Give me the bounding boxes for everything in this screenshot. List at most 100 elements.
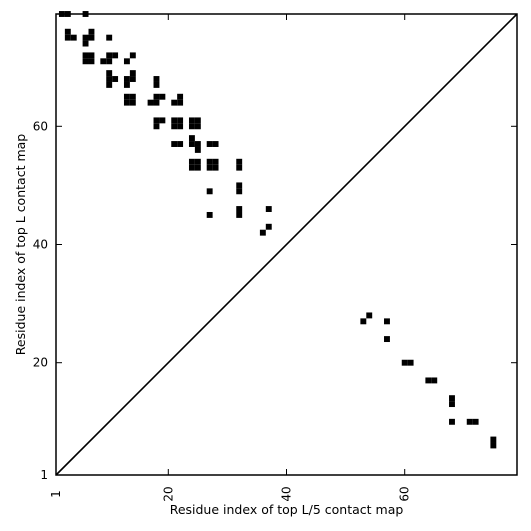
lower-contact-cell — [384, 318, 390, 325]
upper-contact-cell — [106, 70, 113, 77]
upper-contact-cell — [88, 34, 95, 41]
upper-contact-cell — [206, 141, 213, 147]
upper-contact-cell — [82, 58, 89, 65]
x-axis-label: Residue index of top L/5 contact map — [170, 502, 404, 517]
x-tick-label: 1 — [49, 490, 63, 498]
upper-contact-cell — [236, 211, 243, 218]
y-tick-label: 60 — [33, 119, 48, 133]
y-axis-ticks: 1 20 40 60 — [33, 119, 517, 482]
upper-contact-cell — [70, 34, 77, 41]
upper-contact-cell — [194, 146, 201, 153]
upper-contact-cell — [129, 70, 136, 77]
lower-triangle-contacts — [360, 312, 497, 449]
upper-contact-cell — [259, 229, 266, 236]
upper-contact-cell — [147, 99, 154, 106]
upper-contact-cell — [236, 182, 243, 189]
upper-contact-cell — [236, 188, 243, 195]
upper-contact-cell — [159, 93, 166, 100]
upper-contact-cell — [265, 206, 272, 212]
upper-triangle-contacts — [58, 11, 272, 236]
x-tick-label: 40 — [280, 486, 294, 501]
upper-contact-cell — [206, 188, 213, 195]
upper-contact-cell — [129, 52, 136, 59]
upper-contact-cell — [82, 40, 89, 47]
upper-contact-cell — [88, 58, 95, 65]
upper-contact-cell — [106, 34, 113, 41]
upper-contact-cell — [171, 141, 178, 147]
upper-contact-cell — [194, 164, 201, 171]
upper-contact-cell — [82, 34, 89, 41]
upper-contact-cell — [171, 99, 178, 106]
x-axis-ticks: 1 20 40 60 — [49, 14, 412, 502]
upper-contact-cell — [171, 117, 178, 124]
upper-contact-cell — [106, 81, 113, 88]
y-axis-label: Residue index of top L contact map — [13, 134, 28, 355]
upper-contact-cell — [129, 99, 136, 106]
upper-contact-cell — [188, 117, 195, 124]
lower-contact-cell — [407, 359, 414, 366]
y-tick-label: 20 — [33, 356, 48, 370]
upper-contact-cell — [194, 141, 201, 147]
upper-contact-cell — [177, 141, 184, 147]
upper-contact-cell — [153, 93, 160, 100]
upper-contact-cell — [236, 158, 243, 165]
lower-contact-cell — [431, 377, 438, 384]
upper-contact-cell — [194, 123, 201, 130]
upper-contact-cell — [100, 58, 107, 65]
upper-contact-cell — [194, 117, 201, 124]
upper-contact-cell — [123, 81, 130, 88]
upper-contact-cell — [177, 123, 184, 130]
upper-contact-cell — [153, 123, 160, 130]
upper-contact-cell — [206, 158, 213, 165]
lower-contact-cell — [490, 442, 497, 449]
upper-contact-cell — [106, 52, 113, 59]
diagonal-line — [55, 13, 518, 476]
upper-contact-cell — [153, 117, 160, 124]
upper-contact-cell — [177, 99, 184, 106]
upper-contact-cell — [106, 58, 113, 65]
upper-contact-cell — [129, 76, 136, 82]
lower-contact-cell — [384, 336, 390, 343]
upper-contact-cell — [177, 93, 184, 100]
upper-contact-cell — [64, 28, 71, 35]
upper-contact-cell — [171, 123, 178, 130]
lower-contact-cell — [472, 418, 479, 425]
upper-contact-cell — [82, 52, 89, 59]
upper-contact-cell — [88, 28, 95, 35]
upper-contact-cell — [129, 93, 136, 100]
upper-contact-cell — [123, 76, 130, 82]
upper-contact-cell — [206, 164, 213, 171]
lower-contact-cell — [449, 418, 455, 425]
lower-contact-cell — [490, 436, 497, 443]
y-tick-label: 1 — [40, 468, 48, 482]
upper-contact-cell — [153, 81, 160, 88]
upper-contact-cell — [212, 164, 219, 171]
upper-contact-cell — [88, 52, 95, 59]
y-tick-label: 40 — [33, 238, 48, 252]
lower-contact-cell — [401, 359, 408, 366]
x-tick-label: 60 — [398, 486, 412, 501]
upper-contact-cell — [188, 164, 195, 171]
upper-contact-cell — [212, 158, 219, 165]
upper-contact-cell — [64, 34, 71, 41]
upper-contact-cell — [159, 117, 166, 124]
upper-contact-cell — [123, 99, 130, 106]
upper-contact-cell — [112, 76, 119, 82]
upper-contact-cell — [236, 164, 243, 171]
lower-contact-cell — [466, 418, 473, 425]
upper-contact-cell — [153, 99, 160, 106]
upper-contact-cell — [123, 58, 130, 65]
upper-contact-cell — [123, 93, 130, 100]
upper-contact-cell — [206, 211, 213, 218]
upper-contact-cell — [106, 76, 113, 82]
upper-contact-cell — [265, 223, 272, 230]
upper-contact-cell — [188, 158, 195, 165]
lower-contact-cell — [449, 395, 455, 402]
upper-contact-cell — [188, 141, 195, 147]
upper-contact-cell — [112, 52, 119, 59]
upper-contact-cell — [194, 158, 201, 165]
x-tick-label: 20 — [161, 486, 175, 501]
lower-contact-cell — [360, 318, 367, 325]
upper-contact-cell — [188, 123, 195, 130]
